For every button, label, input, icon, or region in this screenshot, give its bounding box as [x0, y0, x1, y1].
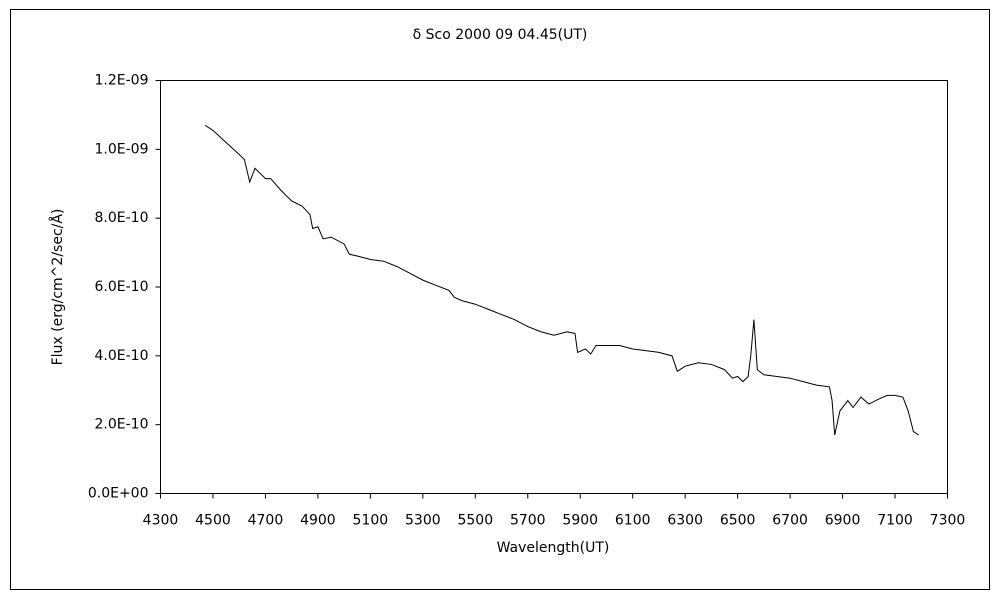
x-tick-label: 4300 [143, 513, 179, 529]
x-tick-label: 4900 [300, 513, 336, 529]
y-tick-label: 2.0E-10 [95, 417, 149, 433]
x-tick-label: 5900 [562, 513, 598, 529]
x-tick-label: 6100 [615, 513, 651, 529]
y-tick-label: 8.0E-10 [95, 210, 149, 226]
x-tick-label: 6500 [720, 513, 756, 529]
x-tick-label: 7100 [877, 513, 913, 529]
x-axis-label: Wavelength(UT) [497, 540, 610, 556]
y-tick-label: 0.0E+00 [88, 486, 149, 502]
x-tick-label: 5500 [457, 513, 493, 529]
y-tick-label: 4.0E-10 [95, 348, 149, 364]
x-tick-label: 6700 [772, 513, 808, 529]
x-tick-label: 5300 [405, 513, 441, 529]
y-axis-label: Flux (erg/cm^2/sec/Å) [49, 209, 66, 366]
x-tick-label: 5700 [510, 513, 546, 529]
plot-area [160, 80, 948, 494]
chart-title: δ Sco 2000 09 04.45(UT) [413, 27, 588, 43]
x-tick-label: 6900 [825, 513, 861, 529]
y-tick-label: 1.2E-09 [95, 73, 149, 89]
x-tick-label: 4700 [248, 513, 284, 529]
y-tick-label: 1.0E-09 [95, 141, 149, 157]
x-tick-label: 5100 [353, 513, 389, 529]
x-tick-label: 6300 [667, 513, 703, 529]
spectrum-line [204, 124, 919, 436]
y-tick-label: 6.0E-10 [95, 279, 149, 295]
x-tick-label: 7300 [930, 513, 966, 529]
x-tick-label: 4500 [195, 513, 231, 529]
